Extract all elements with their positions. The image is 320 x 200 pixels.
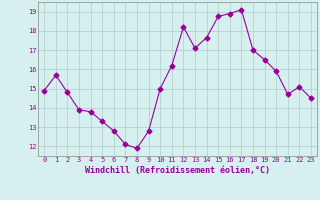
X-axis label: Windchill (Refroidissement éolien,°C): Windchill (Refroidissement éolien,°C) <box>85 166 270 175</box>
